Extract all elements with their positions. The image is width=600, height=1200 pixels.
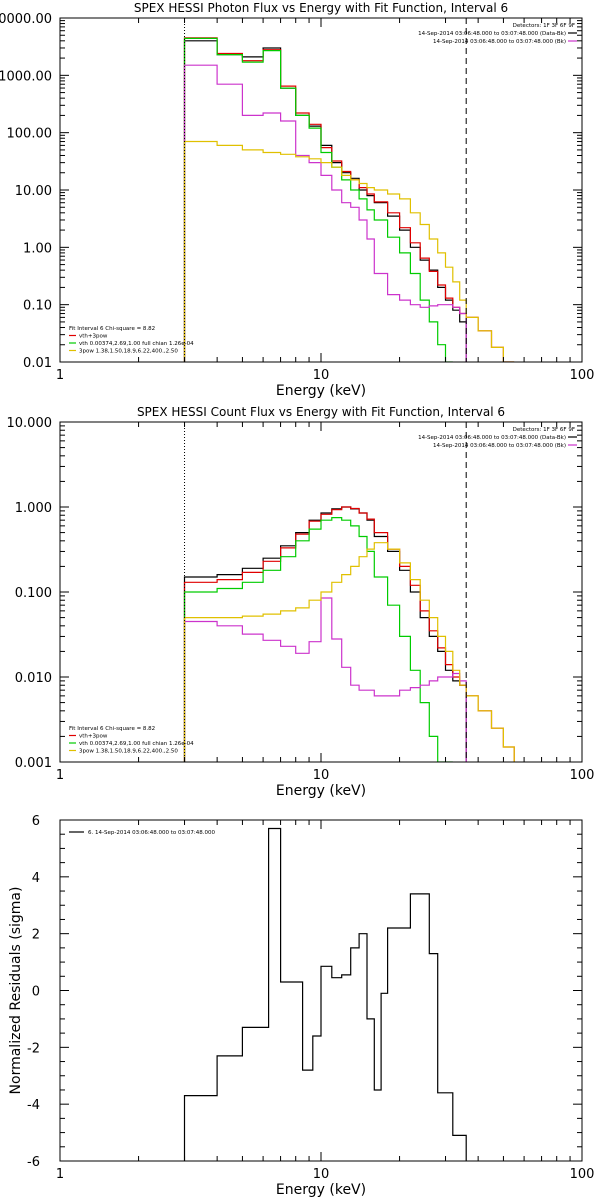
fit-legend-entry: 3pow 1.38,1.50,18.9,6.22,400.,2.50 <box>79 749 178 755</box>
fit-legend-entry: vth 0.00374,2.69,1.00 full chian 1.26e-0… <box>79 341 194 347</box>
series-line-0 <box>183 40 467 362</box>
series-line-2 <box>183 517 453 762</box>
x-tick-label: 100 <box>570 1167 595 1182</box>
y-tick-label: 10.00 <box>15 184 52 199</box>
series-line-4 <box>183 140 515 362</box>
legend-header: Detectors: 1F 3F 6F 9F <box>513 427 575 433</box>
y-tick-label: -6 <box>27 1155 40 1170</box>
legend-entry: 14-Sep-2014 03:06:48.000 to 03:07:48.000… <box>433 39 566 45</box>
legend-entry: 14-Sep-2014 03:06:48.000 to 03:07:48.000… <box>433 443 566 449</box>
x-tick-label: 10 <box>313 768 330 783</box>
y-tick-label: -4 <box>27 1098 40 1113</box>
y-tick-label: 10000.00 <box>0 12 52 27</box>
legend-header: Detectors: 1F 3F 6F 9F <box>513 23 575 29</box>
y-tick-label: 4 <box>32 871 40 886</box>
x-axis-label: Energy (keV) <box>276 1182 366 1198</box>
x-tick-label: 1 <box>56 1167 64 1182</box>
fit-legend-entry: vth 0.00374,2.69,1.00 full chian 1.26e-0… <box>79 741 194 747</box>
legend-entry: 14-Sep-2014 03:06:48.000 to 03:07:48.000… <box>418 31 566 37</box>
fit-legend-entry: 3pow 1.38,1.50,18.9,6.22,400.,2.50 <box>79 349 178 355</box>
chart-title: SPEX HESSI Photon Flux vs Energy with Fi… <box>134 1 508 15</box>
y-tick-label: 1.00 <box>23 241 52 256</box>
y-tick-label: 1000.00 <box>0 69 52 84</box>
y-tick-label: -2 <box>27 1041 40 1056</box>
chart-title: SPEX HESSI Count Flux vs Energy with Fit… <box>137 405 505 419</box>
series-line-3 <box>183 597 467 762</box>
y-tick-label: 100.00 <box>7 127 53 142</box>
y-tick-label: 1.000 <box>15 501 52 516</box>
series-line-2 <box>183 37 453 362</box>
x-tick-label: 1 <box>56 768 64 783</box>
y-tick-label: 2 <box>32 928 40 943</box>
y-tick-label: 6 <box>32 814 40 829</box>
x-tick-label: 100 <box>570 368 595 383</box>
legend-entry: 6. 14-Sep-2014 03:06:48.000 to 03:07:48.… <box>88 830 215 836</box>
y-axis-label: Normalized Residuals (sigma) <box>8 887 24 1095</box>
series-line-3 <box>183 64 467 362</box>
y-tick-label: 0.100 <box>15 586 52 601</box>
x-tick-label: 100 <box>570 768 595 783</box>
y-tick-label: 0.01 <box>23 356 52 371</box>
fit-legend-entry: vth+3pow <box>79 734 108 740</box>
fit-legend-header: Fit Interval 6 Chi-square = 8.82 <box>69 326 155 332</box>
fit-legend-entry: vth+3pow <box>79 334 108 340</box>
y-tick-label: 0.001 <box>15 756 52 771</box>
x-axis-label: Energy (keV) <box>276 783 366 799</box>
y-tick-label: 0.010 <box>15 671 52 686</box>
x-tick-label: 10 <box>313 1167 330 1182</box>
y-tick-label: 0 <box>32 985 40 1000</box>
legend-entry: 14-Sep-2014 03:06:48.000 to 03:07:48.000… <box>418 435 566 441</box>
y-tick-label: 0.10 <box>23 299 52 314</box>
x-tick-label: 1 <box>56 368 64 383</box>
x-axis-label: Energy (keV) <box>276 383 366 399</box>
fit-legend-header: Fit Interval 6 Chi-square = 8.82 <box>69 726 155 732</box>
series-line-0 <box>183 827 467 1161</box>
x-tick-label: 10 <box>313 368 330 383</box>
y-tick-label: 10.000 <box>7 416 53 431</box>
